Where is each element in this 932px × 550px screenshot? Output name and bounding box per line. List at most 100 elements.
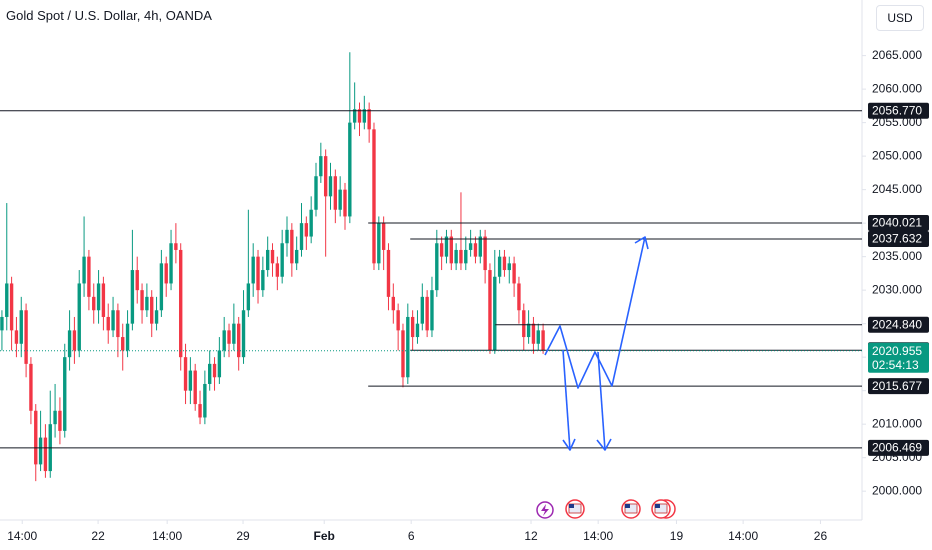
candle-body <box>130 270 135 324</box>
projection-drop <box>562 349 571 451</box>
candle-body <box>14 330 19 344</box>
candle-body <box>256 256 260 291</box>
candle-body <box>58 410 62 431</box>
candle-body <box>285 229 289 244</box>
candle-body <box>483 236 487 271</box>
candle-body <box>106 316 110 331</box>
candle-body <box>19 310 23 344</box>
level-label-box <box>868 231 929 248</box>
price-scale: 2000.0002005.0002010.0002015.0002020.000… <box>7 48 929 543</box>
y-tick-label: 2060.000 <box>872 81 922 95</box>
candle-body <box>212 363 217 378</box>
candle-body <box>502 256 507 271</box>
x-tick-label: 14:00 <box>728 529 758 543</box>
flag-canton <box>625 504 630 508</box>
candle-body <box>135 270 139 291</box>
currency-button[interactable]: USD <box>876 5 924 31</box>
candle-body <box>444 236 449 257</box>
candle-body <box>280 243 284 277</box>
candle-body <box>38 437 43 465</box>
candle-body <box>67 330 72 358</box>
candle-body <box>410 316 415 338</box>
last-price-label: 2020.955 <box>872 344 922 358</box>
candle-body <box>531 323 536 344</box>
candle-body <box>415 323 420 338</box>
candle-body <box>319 156 323 177</box>
candle-body <box>517 283 521 311</box>
candle-body <box>179 249 183 358</box>
candle-body <box>357 109 362 123</box>
candle-body <box>362 109 367 123</box>
candle-body <box>420 296 424 324</box>
candle-body <box>449 236 453 264</box>
candle-body <box>246 283 251 311</box>
candle-body <box>188 370 193 391</box>
x-tick-label: 6 <box>408 529 415 543</box>
candle-body <box>0 316 4 331</box>
candle-body <box>125 323 130 351</box>
event-icon-glyph <box>541 504 549 516</box>
x-tick-label: 29 <box>236 529 250 543</box>
candle-body <box>396 310 400 331</box>
y-tick-label: 2000.000 <box>872 483 922 497</box>
candle-body <box>251 256 255 284</box>
candle-body <box>328 176 333 197</box>
candle-body <box>77 283 81 351</box>
last-price-box <box>868 342 929 373</box>
candle-body <box>493 276 497 351</box>
countdown-label: 02:54:13 <box>872 358 919 372</box>
level-label: 2024.840 <box>872 317 922 331</box>
candle-body <box>464 249 468 264</box>
flag <box>568 503 582 514</box>
candle-body <box>391 296 396 311</box>
candle-body <box>377 223 381 264</box>
candle-body <box>227 330 231 344</box>
candle-body <box>323 156 328 197</box>
candle-body <box>72 330 77 351</box>
level-label: 2056.770 <box>872 103 922 117</box>
candle-body <box>222 330 226 351</box>
candle-body <box>430 290 434 331</box>
candle-body <box>43 437 48 472</box>
candle-body <box>150 296 154 324</box>
candle-body <box>203 383 207 418</box>
y-tick-label: 2065.000 <box>872 48 922 62</box>
candle-body <box>468 243 473 250</box>
flag-canton <box>569 504 574 508</box>
candle-body <box>459 249 463 264</box>
candle-body <box>304 223 309 237</box>
flag-canton <box>655 504 660 508</box>
candle-body <box>29 363 33 411</box>
candle-body <box>386 249 391 297</box>
candle-body <box>121 337 125 351</box>
level-label-box <box>868 316 929 333</box>
candle-body <box>169 243 173 284</box>
x-tick-label: 19 <box>670 529 684 543</box>
candle-body <box>348 122 352 217</box>
x-tick-label: 14:00 <box>583 529 613 543</box>
candle-body <box>116 310 120 338</box>
candle-body <box>507 263 511 271</box>
candle-body <box>406 316 410 378</box>
candle-body <box>101 283 106 317</box>
candle-body <box>5 283 9 317</box>
candle-body <box>154 310 159 324</box>
candle-body <box>294 249 299 264</box>
candle-body <box>488 270 492 351</box>
y-tick-label: 2045.000 <box>872 182 922 196</box>
symbol-title: Gold Spot / U.S. Dollar, 4h, OANDA <box>6 8 212 23</box>
level-label-box <box>868 378 929 395</box>
candle-body <box>372 129 376 264</box>
y-tick-label: 2035.000 <box>872 249 922 263</box>
level-label-box <box>868 102 929 119</box>
candle-body <box>290 229 294 264</box>
candle-body <box>522 310 526 338</box>
projection-path <box>544 236 646 389</box>
candle-body <box>435 243 439 291</box>
level-label-box <box>868 439 929 456</box>
candle-body <box>208 363 212 384</box>
arrow-head <box>634 236 649 250</box>
candle-body <box>34 410 38 465</box>
candle-body <box>92 296 96 311</box>
candle-body <box>96 283 101 311</box>
